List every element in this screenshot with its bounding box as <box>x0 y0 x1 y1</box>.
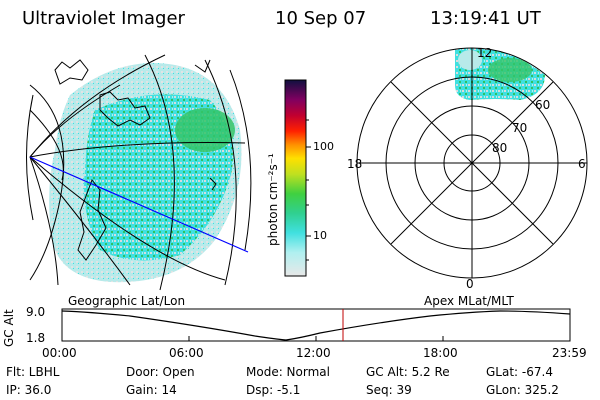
observation-time: 13:19:41 UT <box>430 8 541 29</box>
glon-info: GLon: 325.2 <box>486 383 559 397</box>
mlt-label-0: 0 <box>466 277 474 291</box>
colorbar-tick-100: 100 <box>313 140 334 153</box>
time-tick-1200: 12:00 <box>296 346 331 360</box>
ip-info: IP: 36.0 <box>6 383 52 397</box>
geographic-panel <box>26 54 252 291</box>
mlat-label-60: 60 <box>535 98 551 112</box>
spacecraft-track-line <box>29 156 249 253</box>
altitude-ytick-low: 1.8 <box>26 331 46 345</box>
dsp-info: Dsp: -5.1 <box>246 383 301 397</box>
time-tick-0000: 00:00 <box>42 346 77 360</box>
time-tick-2359: 23:59 <box>552 346 587 360</box>
altitude-ytick-high: 9.0 <box>26 305 46 319</box>
mlat-label-80: 80 <box>492 141 508 155</box>
gc-alt-info: GC Alt: 5.2 Re <box>366 365 450 379</box>
time-tick-1800: 18:00 <box>423 346 458 360</box>
polar-panel-label: Apex MLat/MLT <box>424 294 514 308</box>
observation-date: 10 Sep 07 <box>275 8 367 29</box>
mlat-label-70: 70 <box>512 121 528 135</box>
colorbar-unit-label: photon cm⁻²s⁻¹ <box>266 153 280 246</box>
gain-info: Gain: 14 <box>126 383 177 397</box>
altitude-ylabel: GC Alt <box>2 309 16 347</box>
time-tick-0600: 06:00 <box>169 346 204 360</box>
mlt-label-6: 6 <box>578 157 586 171</box>
geographic-panel-label: Geographic Lat/Lon <box>68 294 186 308</box>
polar-panel <box>356 47 588 279</box>
mlt-label-18: 18 <box>347 157 363 171</box>
door-info: Door: Open <box>126 365 195 379</box>
filter-info: Flt: LBHL <box>6 365 60 379</box>
mlt-label-12: 12 <box>477 46 493 60</box>
altitude-plot <box>61 308 571 342</box>
instrument-title: Ultraviolet Imager <box>22 8 185 29</box>
mode-info: Mode: Normal <box>246 365 330 379</box>
intensity-colorbar <box>284 79 307 277</box>
glat-info: GLat: -67.4 <box>486 365 553 379</box>
colorbar-tick-10: 10 <box>313 229 327 242</box>
seq-info: Seq: 39 <box>366 383 412 397</box>
